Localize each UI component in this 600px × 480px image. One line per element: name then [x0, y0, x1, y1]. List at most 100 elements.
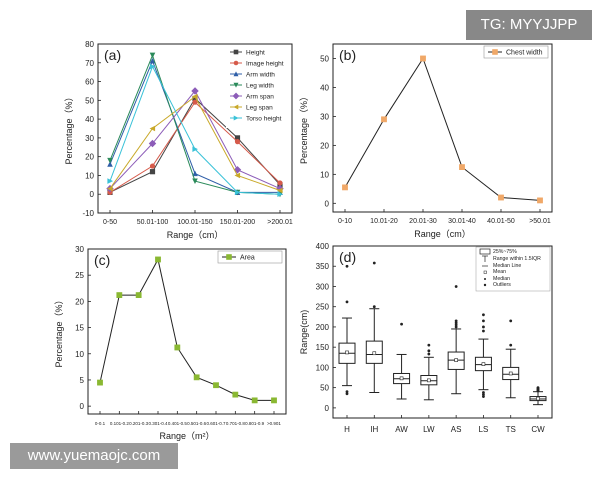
legend-label: Median [493, 276, 510, 282]
x-tick-label: >0.901 [267, 421, 281, 426]
x-axis-label: Range（m²） [159, 431, 214, 441]
x-tick-label: >200.01 [267, 219, 293, 226]
box-lw [420, 343, 438, 401]
x-tick-label: 30.01-40 [448, 218, 476, 225]
y-axis-label: Percentage（%） [54, 295, 64, 367]
data-point [107, 161, 113, 167]
panel-label: (d) [339, 249, 356, 265]
mean-marker [481, 362, 486, 366]
legend-label: Torso height [246, 116, 282, 123]
data-point [174, 344, 181, 351]
outlier-point [345, 264, 349, 268]
panel-2: 0 10 20 30 40 50 0-10 10.01-20 20.01-30 30.01-40 4… [299, 43, 553, 239]
outlier-point [345, 300, 349, 304]
x-tick-label: 10.01-20 [370, 218, 398, 225]
x-tick-label: 0.101-0.2 [110, 421, 130, 426]
legend-label: Height [246, 50, 265, 57]
x-tick-label: 0.401-0.5 [168, 421, 188, 426]
outlier-point [509, 319, 513, 323]
data-point [148, 139, 157, 148]
y-tick-label: 100 [316, 363, 330, 372]
legend-marker [226, 254, 232, 260]
panel-1: -10 0 10 20 30 40 50 60 70 80 0-50 50.01-100 100.01-… [64, 40, 293, 240]
y-tick-label: 50 [320, 384, 329, 393]
data-point [149, 169, 156, 175]
data-point [232, 391, 239, 398]
legend-marker [483, 283, 487, 287]
legend-marker [233, 49, 239, 55]
outlier-point [482, 313, 485, 317]
data-point [277, 191, 283, 198]
legend-label: Arm width [246, 72, 275, 79]
data-point [342, 184, 348, 191]
outlier-point [372, 305, 376, 309]
data-point [277, 180, 283, 186]
plot-frame [332, 245, 553, 419]
panel-label: (b) [339, 47, 356, 63]
legend-label: Median Line [493, 263, 521, 269]
x-tick-label: 50.01-100 [137, 219, 169, 226]
y-tick-label: 200 [316, 323, 330, 332]
series-torso-height [107, 63, 283, 198]
legend-marker [479, 248, 491, 255]
data-point [149, 163, 156, 169]
y-tick-label: 150 [316, 343, 330, 352]
legend-box [217, 250, 283, 264]
data-point [459, 164, 465, 171]
y-tick-label: 20 [75, 297, 84, 306]
x-tick-label: TS [506, 425, 516, 434]
panel-3: 0 5 10 15 20 25 30 0-0.1 0.101-0.2 0.201-0.3 0.301… [54, 245, 287, 441]
legend-label: Leg span [246, 105, 273, 112]
data-point [213, 382, 219, 389]
series-leg-span [107, 93, 283, 194]
legend-marker [233, 60, 239, 66]
y-tick-label: 0 [80, 402, 85, 411]
y-tick-label: 50 [320, 54, 329, 63]
y-tick-label: 0 [90, 190, 95, 199]
y-tick-label: 40 [85, 115, 94, 124]
data-point [251, 397, 258, 404]
series-image-height [107, 99, 283, 195]
y-tick-label: 0 [325, 404, 330, 413]
y-tick-label: 250 [316, 303, 330, 312]
data-point [192, 99, 198, 105]
outlier-point [372, 261, 376, 265]
y-tick-label: 0 [325, 199, 330, 208]
outlier-point [509, 343, 513, 347]
mean-marker [345, 350, 349, 355]
y-tick-label: 20 [85, 153, 94, 162]
data-point [234, 189, 241, 196]
y-tick-label: 10 [320, 170, 329, 179]
data-point [149, 52, 156, 59]
series-chest-width [342, 55, 543, 204]
x-tick-label: H [344, 425, 350, 434]
x-tick-label: 0.801-0.9 [245, 421, 265, 426]
outlier-point [482, 395, 485, 398]
series-area [97, 256, 277, 404]
mean-marker [536, 396, 540, 401]
x-tick-label: IH [370, 425, 378, 434]
plot-frame [332, 43, 553, 213]
box-as [447, 285, 465, 395]
box-aw [393, 322, 411, 400]
y-axis-label: Percentage（%） [64, 92, 74, 164]
data-point [192, 146, 198, 152]
legend-box [226, 47, 290, 128]
legend-label: Leg width [246, 83, 274, 90]
box-ls [474, 313, 492, 398]
y-axis-label: Range(cm) [299, 310, 309, 355]
series-line [99, 258, 274, 401]
data-point [116, 292, 123, 298]
outlier-point [454, 319, 458, 323]
box-ts [502, 319, 520, 399]
watermark-top: TG: MYYJJPP [466, 10, 592, 40]
mean-marker [508, 371, 513, 376]
data-point [381, 116, 387, 123]
x-tick-label: 40.01-50 [487, 218, 515, 225]
outlier-point [427, 343, 431, 347]
outlier-point [345, 392, 349, 396]
y-tick-label: 300 [316, 282, 330, 291]
y-tick-label: -10 [82, 209, 94, 218]
data-point [97, 379, 103, 386]
y-tick-label: 20 [320, 141, 329, 150]
